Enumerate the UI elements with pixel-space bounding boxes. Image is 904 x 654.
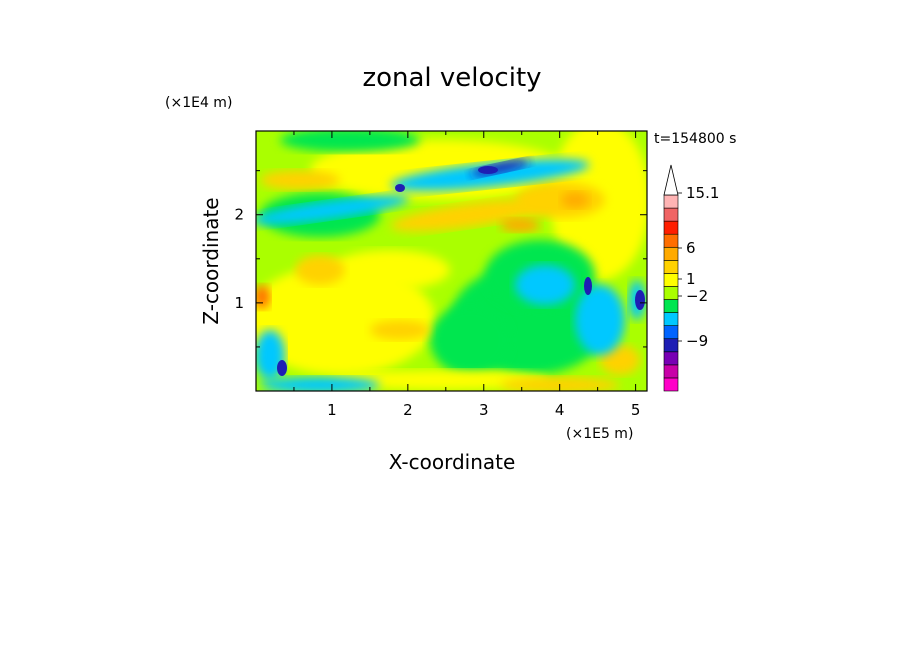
x-tick-label-0: 1 [327,401,337,419]
y-tick-label-0: 1 [234,294,244,312]
colorbar-box-8 [663,273,679,287]
x-tick-label-1: 2 [403,401,413,419]
colorbar-label-2: 1 [686,270,696,288]
plot-frame [255,130,648,392]
colorbar-box-10 [663,246,679,261]
x-tick-label-4: 5 [631,401,641,419]
y-axis-ticks: 12 [234,170,647,348]
colorbar-box-7 [663,286,679,300]
x-tick-label-3: 4 [555,401,565,419]
colorbar-box-4 [663,325,679,340]
x-axis-ticks: 1 2 3 4 5 [293,131,641,419]
colorbar-box-0 [663,377,679,392]
y-scale-label: (×1E4 m) [165,95,232,111]
time-label: t=154800 s [654,131,736,147]
colorbar-box-13 [663,207,679,222]
colorbar-box-1 [663,364,679,379]
y-tick-label-1: 2 [234,206,244,224]
colorbar-label-4: −9 [686,332,708,350]
colorbar-box-6 [663,299,679,313]
colorbar-box-5 [663,312,679,326]
x-scale-label: (×1E5 m) [566,426,633,442]
colorbar-box-9 [663,260,679,274]
colorbar-box-3 [663,338,679,353]
colorbar-label-3: −2 [686,287,708,305]
chart-title: zonal velocity [362,63,541,93]
colorbar-box-14 [663,194,679,209]
colorbar-label-0: 15.1 [686,184,719,202]
colorbar-box-12 [663,220,679,235]
colorbar-label-1: 6 [686,239,696,257]
colorbar-box-11 [663,233,679,248]
velocity-field [256,131,647,391]
colorbar-top-arrow [663,164,679,196]
y-axis-label: Z-coordinate [199,197,223,324]
colorbar-box-2 [663,351,679,366]
x-tick-label-2: 3 [479,401,489,419]
colorbar: 15.1 6 1−2 −9 [663,164,719,392]
x-axis-label: X-coordinate [389,450,516,474]
